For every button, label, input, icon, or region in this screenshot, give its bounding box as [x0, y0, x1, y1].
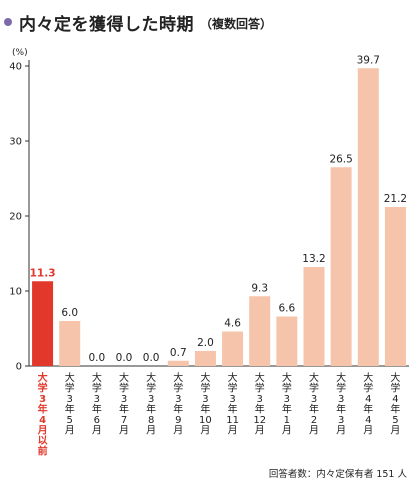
footnote: 回答者数：内々定保有者 151 人: [268, 469, 407, 480]
x-tick-label: 大学 3 年 12 月: [253, 371, 266, 437]
x-tick-label: 大学 3 年 4 月以前: [37, 371, 48, 458]
data-label: 11.3: [30, 267, 56, 279]
data-label: 6.0: [61, 307, 78, 319]
bar: [303, 267, 325, 366]
x-tick-label: 大学 3 年 11 月: [226, 371, 239, 437]
x-tick-label: 大学 4 年 5 月: [390, 371, 400, 437]
y-tick-label: 40: [9, 62, 22, 73]
data-label: 0.0: [89, 352, 106, 364]
y-tick-label: 0: [16, 362, 22, 373]
data-label: 2.0: [197, 337, 214, 349]
bar: [59, 321, 81, 366]
x-tick-label: 大学 3 年 3 月: [336, 371, 346, 437]
data-label: 13.2: [302, 253, 325, 265]
bar: [194, 351, 216, 366]
y-unit-label: (%): [12, 48, 28, 58]
data-label: 26.5: [329, 153, 352, 165]
title-bullet-icon: [4, 18, 12, 26]
x-tick-label: 大学 4 年 4 月: [363, 371, 373, 437]
bar: [276, 316, 298, 366]
data-label: 0.0: [143, 352, 160, 364]
x-tick-label: 大学 3 年 1 月: [282, 371, 292, 437]
x-tick-label: 大学 3 年 5 月: [65, 371, 75, 437]
chart-title: 内々定を獲得した時期: [19, 14, 194, 35]
bar: [222, 331, 244, 366]
x-tick-label: 大学 3 年 7 月: [119, 371, 129, 437]
data-label: 9.3: [251, 282, 268, 294]
bar: [384, 207, 406, 366]
x-tick-label: 大学 3 年 9 月: [173, 371, 183, 437]
data-label: 0.7: [170, 347, 187, 359]
x-tick-label: 大学 3 年 6 月: [92, 371, 102, 437]
data-label: 4.6: [224, 318, 241, 330]
x-tick-label: 大学 3 年 2 月: [309, 371, 319, 437]
data-label: 39.7: [357, 54, 380, 66]
y-tick-label: 20: [9, 212, 22, 223]
chart-title-row: 内々定を獲得した時期 （複数回答）: [4, 8, 272, 36]
y-tick-label: 30: [9, 137, 22, 148]
y-tick-label: 10: [9, 287, 22, 298]
x-tick-label: 大学 3 年 10 月: [199, 371, 212, 437]
data-label: 6.6: [279, 303, 296, 315]
chart-subtitle: （複数回答）: [200, 17, 273, 31]
bar: [357, 68, 379, 366]
data-label: 0.0: [116, 352, 133, 364]
x-tick-label: 大学 3 年 8 月: [146, 371, 156, 437]
bar: [167, 360, 189, 366]
data-label: 21.2: [384, 193, 407, 205]
bar: [330, 167, 352, 366]
bar: [32, 281, 54, 366]
bar: [249, 296, 271, 366]
